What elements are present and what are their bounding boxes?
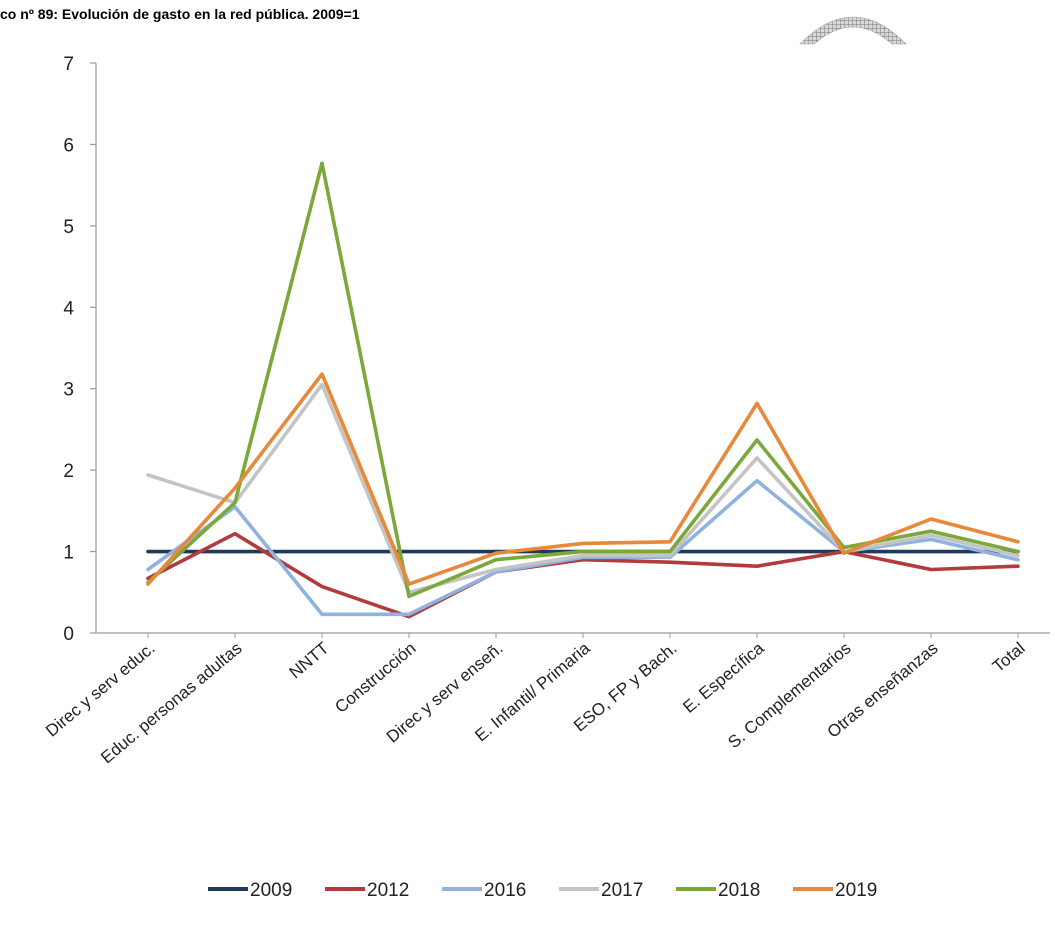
y-tick-label: 0 — [63, 624, 74, 645]
x-tick-label: Educ. personas adultas — [97, 639, 245, 768]
x-tick-labels: Direc y serv educ.Educ. personas adultas… — [42, 633, 1029, 768]
legend-label-2017: 2017 — [601, 880, 643, 901]
legend: 2009 2012 2016 2017 2018 2019 — [208, 880, 877, 901]
legend-label-2009: 2009 — [250, 880, 292, 901]
y-tick-label: 5 — [63, 217, 74, 238]
x-tick-label: NNTT — [286, 639, 333, 683]
legend-label-2019: 2019 — [835, 880, 877, 901]
series-line-2017 — [146, 382, 1020, 595]
series-lines — [146, 161, 1020, 619]
y-tick-label: 2 — [63, 461, 74, 482]
y-tick-label: 4 — [63, 298, 74, 319]
logo-arch-icon — [799, 16, 907, 45]
chart-title: co nº 89: Evolución de gasto en la red p… — [0, 6, 360, 22]
x-tick-label: Total — [989, 639, 1029, 677]
legend-label-2016: 2016 — [484, 880, 526, 901]
series-line-2018 — [146, 161, 1020, 599]
legend-label-2018: 2018 — [718, 880, 760, 901]
y-ticks: 0 1 2 3 4 5 6 7 — [63, 54, 96, 645]
x-tick-label: E. Específica — [679, 638, 768, 717]
y-tick-label: 1 — [63, 543, 74, 564]
y-tick-label: 3 — [63, 380, 74, 401]
series-line-2016 — [146, 478, 1020, 617]
axes — [95, 63, 1050, 634]
series-line-2012 — [146, 531, 1020, 619]
x-tick-label: Construcción — [331, 639, 419, 717]
legend-label-2012: 2012 — [367, 880, 409, 901]
y-tick-label: 6 — [63, 135, 74, 156]
series-line-2019 — [146, 372, 1020, 586]
y-tick-label: 7 — [63, 54, 74, 75]
